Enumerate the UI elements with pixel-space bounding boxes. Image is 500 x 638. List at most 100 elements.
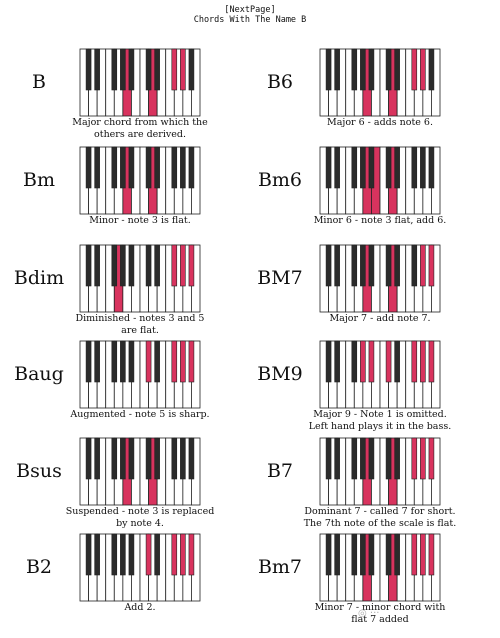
chord-name: B6 [266, 71, 294, 93]
black-key [188, 244, 195, 287]
black-key [360, 533, 366, 576]
black-key [180, 48, 186, 91]
black-key [420, 437, 426, 480]
black-key [154, 533, 160, 576]
caption-line: Major 9 - Note 1 is omitted. [313, 409, 447, 420]
page-header: [NextPage] Chords With The Name B [0, 5, 500, 25]
black-key [120, 533, 126, 576]
black-key [385, 340, 392, 383]
chord-caption: Add 2. [58, 602, 222, 614]
black-key [128, 437, 135, 480]
black-key [85, 340, 92, 383]
black-key [325, 340, 332, 383]
caption-line: Minor - note 3 is flat. [89, 215, 191, 226]
black-key [145, 340, 152, 383]
black-key [334, 437, 340, 480]
piano-keyboard [319, 340, 441, 409]
black-key [145, 533, 152, 576]
black-key [420, 146, 426, 189]
chord-name: Bsus [16, 460, 62, 482]
black-key [85, 146, 92, 189]
piano-keyboard [319, 533, 441, 602]
piano-keyboard [79, 533, 201, 602]
black-key [385, 146, 392, 189]
black-key [351, 437, 358, 480]
black-key [334, 533, 340, 576]
piano-keyboard [79, 146, 201, 215]
chord-name: BM7 [257, 267, 303, 289]
black-key [85, 244, 92, 287]
black-key [188, 437, 195, 480]
black-key [120, 48, 126, 91]
chord-b6: B6 Major 6 - adds note 6. [240, 48, 480, 149]
black-key [385, 244, 392, 287]
black-key [394, 146, 400, 189]
chord-caption: Major 6 - adds note 6. [298, 117, 462, 129]
black-key [180, 533, 186, 576]
caption-line: are flat. [121, 325, 159, 336]
black-key [411, 244, 418, 287]
next-page-link[interactable]: [NextPage] [224, 5, 276, 15]
black-key [394, 244, 400, 287]
black-key [85, 437, 92, 480]
caption-line: Diminished - notes 3 and 5 [75, 313, 205, 324]
black-key [394, 48, 400, 91]
black-key [180, 340, 186, 383]
black-key [180, 244, 186, 287]
black-key [111, 437, 118, 480]
caption-line: Suspended - note 3 is replaced [65, 506, 215, 517]
black-key [154, 244, 160, 287]
chord-name: B7 [266, 460, 294, 482]
chord-caption: Minor 7 - minor chord with flat 7 added [298, 602, 462, 626]
black-key [360, 340, 366, 383]
chord-caption: Minor 6 - note 3 flat, add 6. [298, 215, 462, 227]
black-key [94, 340, 100, 383]
chord-caption: Major 7 - add note 7. [298, 313, 462, 325]
chord-baug: Baug Augmented - note 5 is sharp. [0, 340, 240, 441]
black-key [368, 437, 375, 480]
caption-line: Minor 6 - note 3 flat, add 6. [313, 215, 447, 226]
caption-line: The 7th note of the scale is flat. [303, 518, 457, 529]
caption-line: Add 2. [124, 602, 156, 613]
chord-name: Bm [23, 169, 55, 191]
black-key [411, 437, 418, 480]
black-key [94, 533, 100, 576]
black-key [360, 146, 366, 189]
chord-caption: Augmented - note 5 is sharp. [58, 409, 222, 421]
black-key [360, 244, 366, 287]
black-key [171, 437, 178, 480]
black-key [420, 340, 426, 383]
chord-bm: Bm Minor - note 3 is flat. [0, 146, 240, 247]
chord-caption: Major chord from which the others are der… [58, 117, 222, 141]
caption-line: by note 4. [116, 518, 164, 529]
caption-line: Major 6 - adds note 6. [327, 117, 433, 128]
black-key [351, 48, 358, 91]
black-key [394, 437, 400, 480]
black-key [111, 48, 118, 91]
black-key [334, 244, 340, 287]
black-key [360, 437, 366, 480]
chord-name: BM9 [257, 363, 303, 385]
piano-keyboard [319, 48, 441, 117]
black-key [334, 340, 340, 383]
black-key [171, 48, 178, 91]
black-key [171, 340, 178, 383]
watermark-logo: ◎ ··· [358, 608, 380, 619]
black-key [171, 533, 178, 576]
caption-line: Major chord from which the [72, 117, 208, 128]
black-key [368, 244, 375, 287]
black-key [188, 146, 195, 189]
black-key [420, 48, 426, 91]
black-key [334, 48, 340, 91]
black-key [428, 244, 435, 287]
black-key [145, 244, 152, 287]
black-key [325, 244, 332, 287]
piano-keyboard [319, 437, 441, 506]
black-key [145, 437, 152, 480]
black-key [85, 533, 92, 576]
black-key [111, 533, 118, 576]
black-key [180, 146, 186, 189]
black-key [428, 340, 435, 383]
black-key [385, 437, 392, 480]
chord-b2: B2 Add 2. [0, 533, 240, 634]
